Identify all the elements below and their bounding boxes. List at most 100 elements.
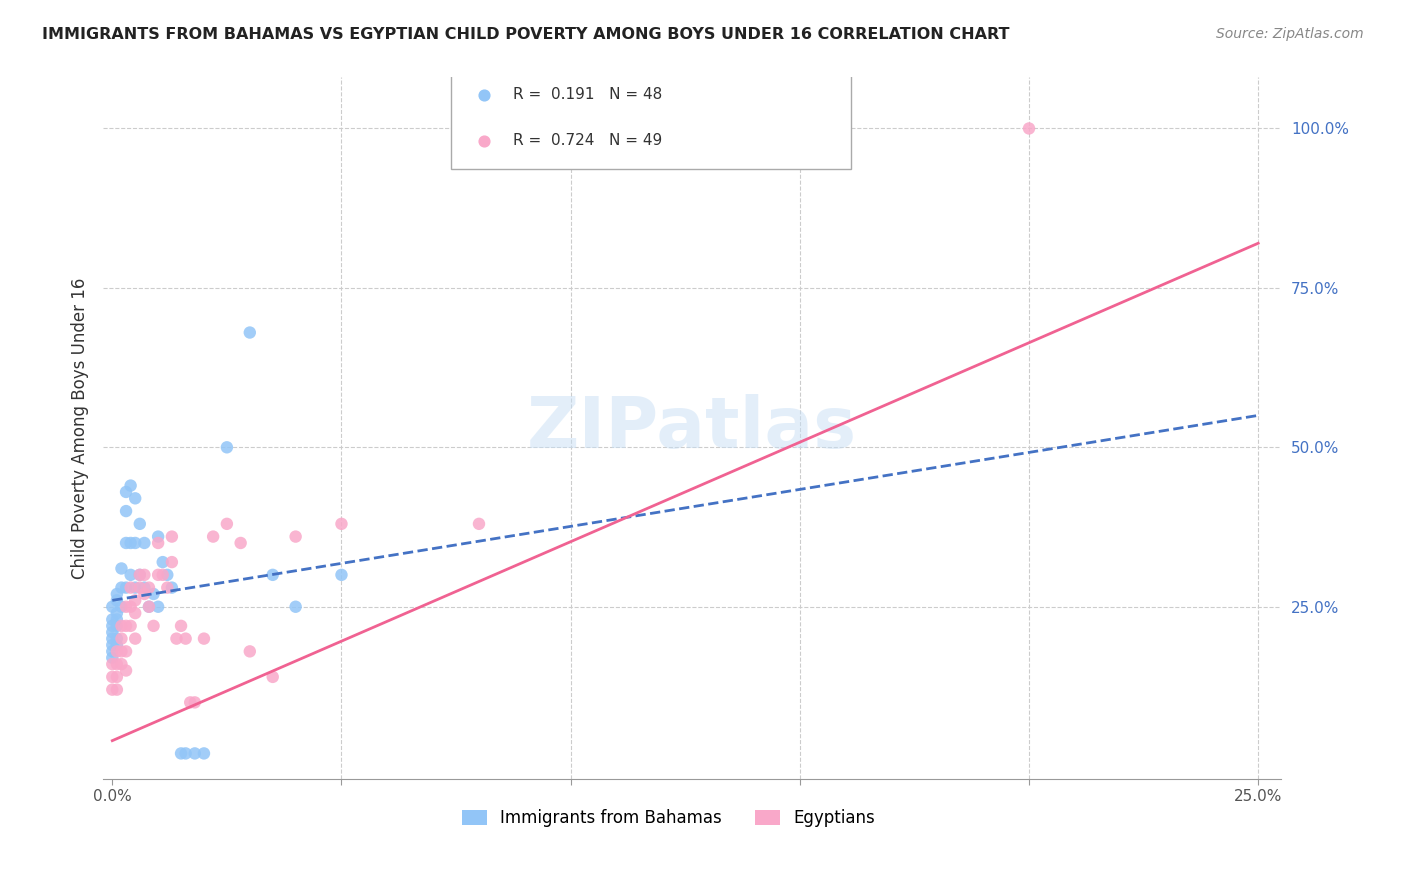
Point: [160, 581, 183, 595]
Point: [124, 491, 146, 506]
FancyBboxPatch shape: [451, 63, 851, 169]
Point: [179, 695, 201, 709]
Point: [128, 581, 150, 595]
Point: [110, 581, 132, 595]
Point: [128, 567, 150, 582]
Point: [101, 599, 124, 614]
Point: [468, 516, 491, 531]
Point: [120, 567, 142, 582]
Point: [105, 657, 128, 672]
Point: [115, 664, 138, 678]
Point: [142, 587, 165, 601]
Legend: Immigrants from Bahamas, Egyptians: Immigrants from Bahamas, Egyptians: [456, 803, 882, 834]
Point: [124, 593, 146, 607]
Point: [101, 619, 124, 633]
Point: [124, 536, 146, 550]
Point: [134, 581, 156, 595]
Text: R =  0.724   N = 49: R = 0.724 N = 49: [513, 133, 662, 148]
Text: ZIPatlas: ZIPatlas: [527, 393, 858, 463]
Point: [120, 599, 142, 614]
Point: [160, 530, 183, 544]
Point: [124, 606, 146, 620]
Point: [115, 599, 138, 614]
Point: [110, 657, 132, 672]
Point: [101, 657, 124, 672]
Point: [138, 599, 160, 614]
Point: [138, 599, 160, 614]
Point: [215, 516, 238, 531]
Point: [115, 485, 138, 500]
Point: [105, 593, 128, 607]
Point: [239, 326, 262, 340]
Point: [110, 644, 132, 658]
Point: [101, 632, 124, 646]
Point: [146, 567, 169, 582]
Point: [124, 632, 146, 646]
Point: [134, 536, 156, 550]
Point: [146, 599, 169, 614]
Point: [101, 612, 124, 626]
Point: [239, 644, 262, 658]
Point: [101, 638, 124, 652]
Point: [110, 619, 132, 633]
Point: [105, 682, 128, 697]
Text: R =  0.191   N = 48: R = 0.191 N = 48: [513, 87, 662, 103]
Point: [330, 516, 353, 531]
Point: [115, 536, 138, 550]
Point: [105, 638, 128, 652]
Point: [105, 606, 128, 620]
Point: [1018, 121, 1040, 136]
Point: [101, 682, 124, 697]
Point: [110, 561, 132, 575]
Point: [115, 504, 138, 518]
Point: [110, 632, 132, 646]
Point: [193, 747, 215, 761]
Point: [101, 625, 124, 640]
Text: Source: ZipAtlas.com: Source: ZipAtlas.com: [1216, 27, 1364, 41]
Point: [193, 632, 215, 646]
Point: [146, 536, 169, 550]
Point: [115, 581, 138, 595]
Point: [215, 440, 238, 454]
Point: [262, 670, 284, 684]
Point: [146, 530, 169, 544]
Point: [101, 650, 124, 665]
Point: [115, 644, 138, 658]
Point: [101, 644, 124, 658]
Point: [174, 747, 197, 761]
Point: [138, 581, 160, 595]
Point: [105, 670, 128, 684]
Point: [134, 587, 156, 601]
Point: [120, 478, 142, 492]
Point: [166, 632, 188, 646]
Point: [128, 567, 150, 582]
Point: [262, 567, 284, 582]
Point: [105, 619, 128, 633]
Point: [115, 619, 138, 633]
Point: [152, 555, 174, 569]
Point: [229, 536, 252, 550]
Point: [330, 567, 353, 582]
Point: [105, 612, 128, 626]
Point: [105, 587, 128, 601]
Point: [152, 567, 174, 582]
Point: [184, 747, 207, 761]
Point: [120, 619, 142, 633]
Point: [202, 530, 225, 544]
Point: [128, 516, 150, 531]
Point: [120, 581, 142, 595]
Point: [105, 644, 128, 658]
Point: [284, 530, 307, 544]
Point: [110, 599, 132, 614]
Point: [156, 567, 179, 582]
Y-axis label: Child Poverty Among Boys Under 16: Child Poverty Among Boys Under 16: [72, 277, 89, 579]
Point: [284, 599, 307, 614]
Point: [170, 619, 193, 633]
Point: [170, 747, 193, 761]
Point: [120, 536, 142, 550]
Point: [105, 632, 128, 646]
Point: [160, 555, 183, 569]
Point: [156, 581, 179, 595]
Text: IMMIGRANTS FROM BAHAMAS VS EGYPTIAN CHILD POVERTY AMONG BOYS UNDER 16 CORRELATIO: IMMIGRANTS FROM BAHAMAS VS EGYPTIAN CHIL…: [42, 27, 1010, 42]
Point: [124, 581, 146, 595]
